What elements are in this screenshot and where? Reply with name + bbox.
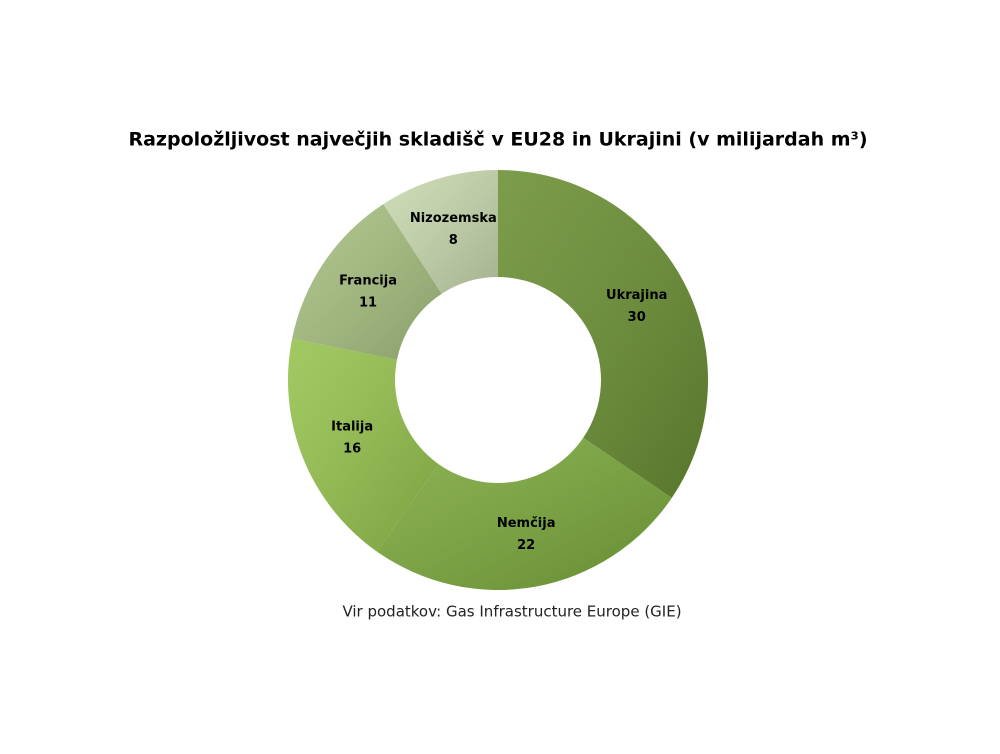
slice-label: Nizozemska — [410, 211, 497, 226]
slice-value: 30 — [628, 310, 646, 325]
slice-value: 11 — [359, 295, 377, 310]
slice-shade — [383, 170, 498, 294]
chart-title: Razpoložljivost največjih skladišč v EU2… — [128, 129, 867, 151]
slice-label: Nemčija — [497, 516, 556, 531]
slice-value: 22 — [517, 538, 535, 553]
slice-shade — [498, 170, 708, 498]
slice-label: Italija — [331, 420, 373, 435]
slice-label: Francija — [339, 273, 397, 288]
slice-shade — [377, 437, 672, 590]
source-note: Vir podatkov: Gas Infrastructure Europe … — [342, 603, 681, 621]
slice-label: Ukrajina — [606, 288, 667, 303]
slice-shade — [288, 338, 439, 552]
slice-shade — [292, 204, 442, 360]
slice-value: 16 — [343, 442, 361, 457]
slice-value: 8 — [449, 233, 458, 248]
